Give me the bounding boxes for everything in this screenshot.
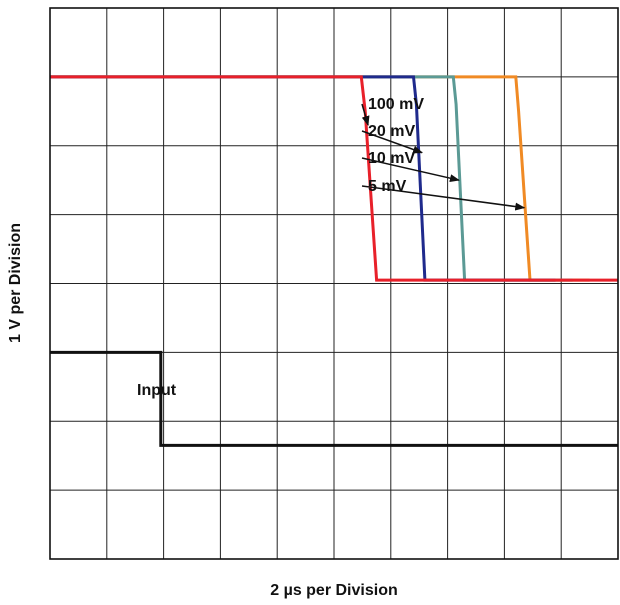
annotation-arrow-20-mv — [361, 130, 423, 154]
grid — [50, 8, 618, 559]
annotation-arrow-5-mv — [361, 185, 526, 211]
annotation-arrow-100-mv — [361, 103, 370, 127]
series-line-5-mv — [50, 75, 590, 282]
plot-frame — [49, 7, 619, 560]
annotation-input: Input — [137, 382, 177, 399]
y-axis-label: 1 V per Division — [7, 223, 24, 343]
series-line-100-mv — [50, 75, 618, 282]
annotation-20-mv: 20 mV — [368, 123, 415, 140]
series-line-20-mv — [50, 75, 556, 282]
series-line-input — [50, 350, 618, 447]
series-line-10-mv — [50, 75, 573, 282]
plot-series — [50, 75, 618, 447]
annotation-100-mv: 100 mV — [368, 96, 424, 113]
annotation-5-mv: 5 mV — [368, 178, 407, 195]
annotation-arrow-10-mv — [361, 157, 460, 183]
x-axis-label: 2 µs per Division — [270, 582, 397, 599]
